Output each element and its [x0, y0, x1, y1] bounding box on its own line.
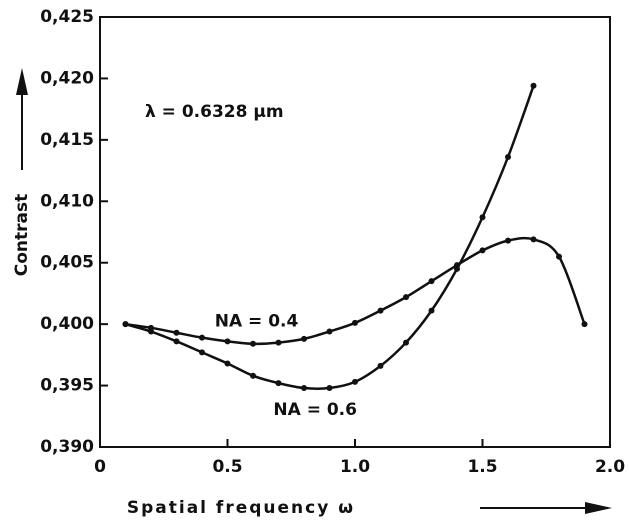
data-point: [352, 378, 358, 385]
data-point: [275, 380, 282, 387]
series-line: [125, 236, 586, 346]
data-point: [173, 329, 180, 336]
x-tick-label: 2.0: [595, 457, 625, 477]
data-point: [224, 360, 231, 367]
series-label: NA = 0.4: [215, 312, 299, 332]
data-point: [505, 237, 511, 244]
data-point: [479, 214, 486, 221]
series-label: NA = 0.6: [273, 400, 357, 420]
x-tick-label: 1.5: [467, 457, 497, 477]
data-point: [250, 372, 256, 379]
data-point: [173, 338, 180, 345]
data-point: [377, 307, 384, 314]
data-point: [581, 321, 588, 328]
data-point: [428, 278, 435, 285]
x-tick-label: 1.0: [340, 457, 370, 477]
y-tick-label: 0,410: [40, 191, 94, 211]
data-point: [352, 319, 358, 326]
y-axis-label: Contrast: [12, 194, 32, 277]
data-point: [454, 265, 460, 272]
data-point: [326, 385, 333, 392]
y-tick-label: 0,395: [40, 376, 94, 396]
data-point: [275, 339, 282, 346]
data-point: [428, 307, 435, 314]
data-point: [326, 328, 333, 335]
data-point: [148, 328, 154, 335]
data-point: [556, 253, 562, 260]
data-point: [250, 340, 256, 347]
data-point: [199, 349, 205, 356]
y-tick-label: 0,390: [40, 437, 94, 457]
annotation: λ = 0.6328 μm: [145, 102, 284, 122]
y-arrow: [16, 68, 28, 170]
x-arrow: [480, 502, 612, 514]
x-tick-label: 0.5: [212, 457, 242, 477]
data-point: [199, 334, 205, 341]
data-point: [224, 338, 231, 345]
y-tick-label: 0,405: [40, 253, 94, 273]
data-point: [122, 321, 129, 328]
x-axis-label: Spatial frequency ω: [127, 498, 355, 518]
y-tick-label: 0,415: [40, 130, 94, 150]
data-point: [530, 82, 537, 89]
data-point: [505, 154, 511, 161]
data-point: [530, 236, 537, 243]
series-line: [125, 85, 535, 390]
data-point: [377, 362, 384, 369]
y-tick-label: 0,425: [40, 7, 94, 27]
y-tick-label: 0,420: [40, 68, 94, 88]
data-point: [301, 385, 307, 392]
x-tick-label: 0: [94, 457, 106, 477]
y-tick-label: 0,400: [40, 314, 94, 334]
data-point: [403, 294, 409, 301]
data-point: [479, 247, 486, 254]
data-point: [403, 339, 409, 346]
data-point: [301, 335, 307, 342]
